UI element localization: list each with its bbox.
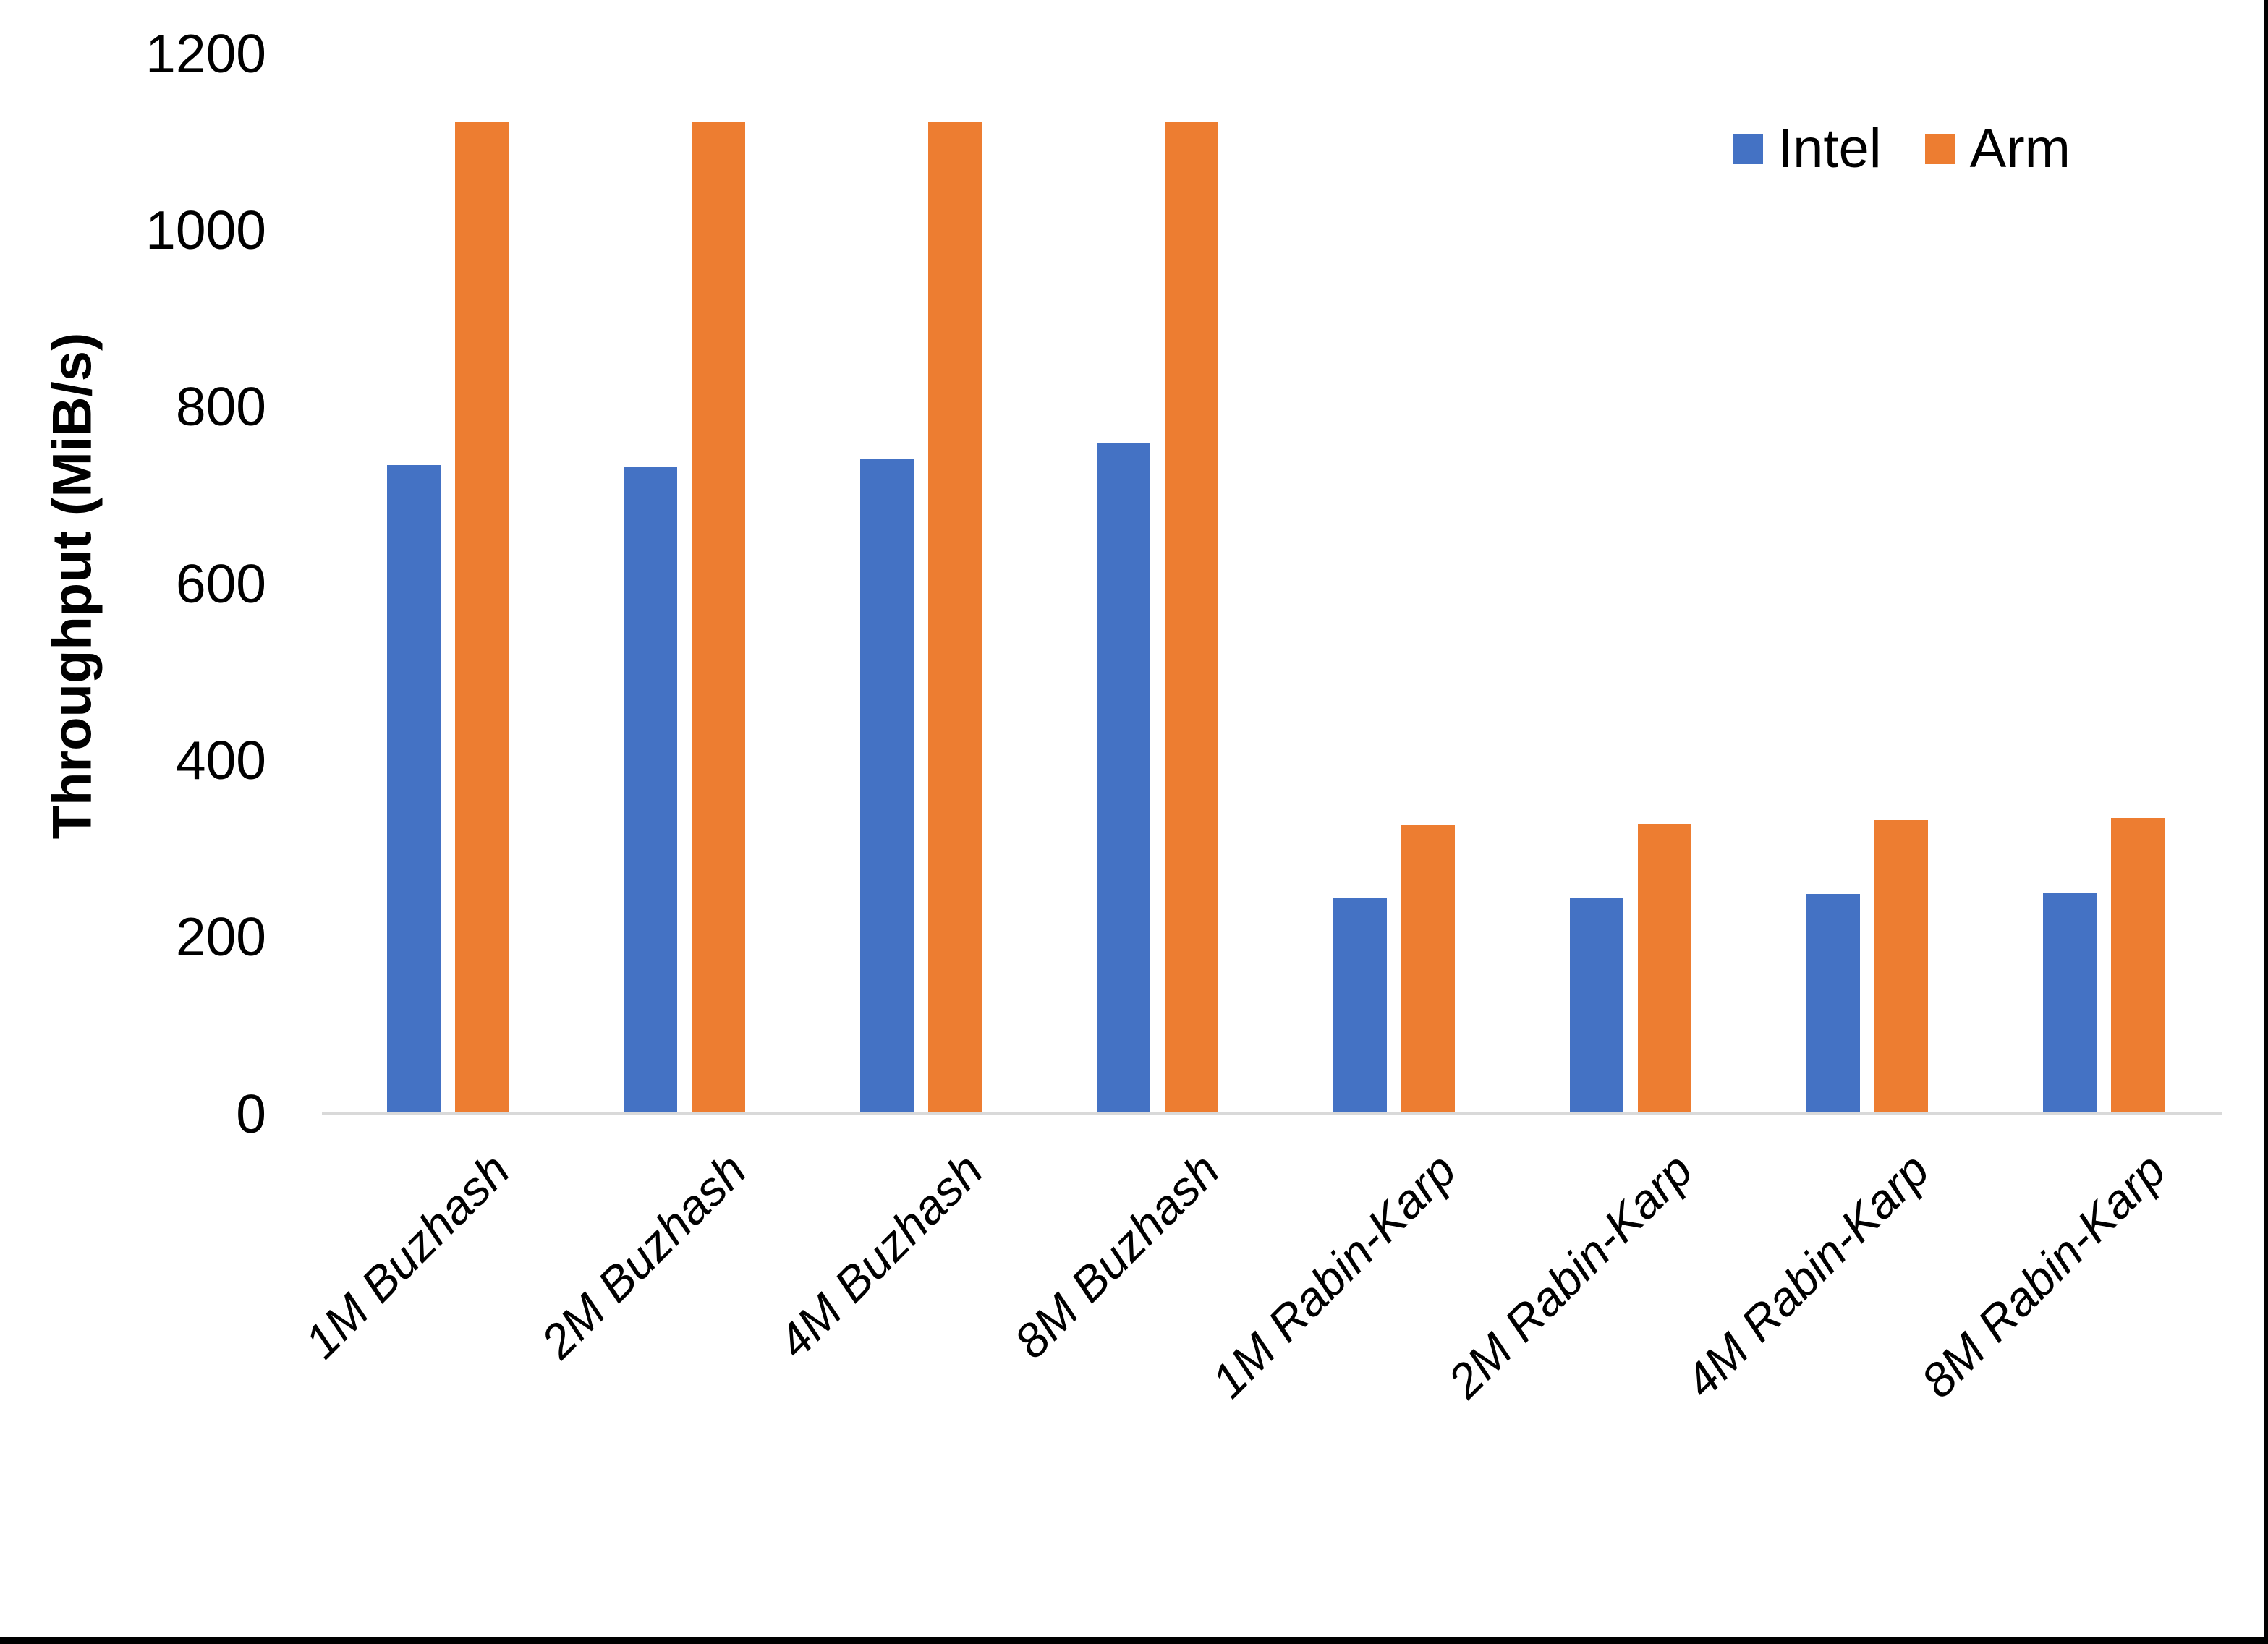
x-category-label-8m-rabin-karp: 8M Rabin-Karp	[1910, 1143, 2175, 1408]
bar-intel-8m-rabin-karp	[2042, 893, 2097, 1114]
x-category-label-4m-rabin-karp: 4M Rabin-Karp	[1673, 1143, 1939, 1408]
y-tick-label-200: 200	[175, 906, 266, 968]
bar-intel-1m-rabin-karp	[1333, 897, 1387, 1114]
x-category-label-8m-buzhash: 8M Buzhash	[1003, 1143, 1229, 1368]
y-tick-label-800: 800	[175, 376, 266, 438]
bar-arm-1m-buzhash	[454, 122, 509, 1114]
x-axis-line	[322, 1112, 2222, 1115]
bar-intel-8m-buzhash	[1096, 443, 1150, 1114]
legend: Intel Arm	[1733, 122, 2070, 176]
legend-swatch-intel	[1733, 134, 1763, 164]
legend-item-intel: Intel	[1733, 122, 1882, 176]
bar-intel-1m-buzhash	[386, 465, 441, 1114]
bar-intel-2m-buzhash	[623, 466, 677, 1114]
bar-arm-1m-rabin-karp	[1401, 825, 1455, 1114]
x-category-label-1m-rabin-karp: 1M Rabin-Karp	[1200, 1143, 1466, 1408]
legend-label-intel: Intel	[1778, 118, 1882, 179]
x-category-label-1m-buzhash: 1M Buzhash	[294, 1143, 519, 1368]
y-tick-label-1200: 1200	[145, 22, 266, 84]
bar-arm-2m-buzhash	[691, 122, 745, 1114]
bar-arm-8m-buzhash	[1164, 122, 1218, 1114]
x-category-label-2m-rabin-karp: 2M Rabin-Karp	[1437, 1143, 1702, 1408]
y-tick-label-600: 600	[175, 553, 266, 614]
y-tick-label-400: 400	[175, 729, 266, 791]
legend-label-arm: Arm	[1969, 118, 2070, 179]
x-category-label-4m-buzhash: 4M Buzhash	[767, 1143, 993, 1368]
bar-intel-2m-rabin-karp	[1569, 897, 1623, 1114]
y-tick-label-1000: 1000	[145, 199, 266, 260]
legend-swatch-arm	[1924, 134, 1955, 164]
bar-arm-8m-rabin-karp	[2110, 817, 2165, 1114]
bar-arm-2m-rabin-karp	[1637, 824, 1691, 1114]
bar-arm-4m-buzhash	[927, 122, 982, 1114]
bar-arm-4m-rabin-karp	[1874, 820, 1928, 1114]
legend-item-arm: Arm	[1924, 118, 2070, 179]
y-tick-label-0: 0	[236, 1083, 266, 1144]
x-category-label-2m-buzhash: 2M Buzhash	[530, 1143, 756, 1368]
bar-intel-4m-buzhash	[859, 458, 914, 1114]
window-border-bottom	[0, 1637, 2268, 1644]
bar-intel-4m-rabin-karp	[1806, 893, 1860, 1114]
window-border-right	[2264, 0, 2268, 1644]
